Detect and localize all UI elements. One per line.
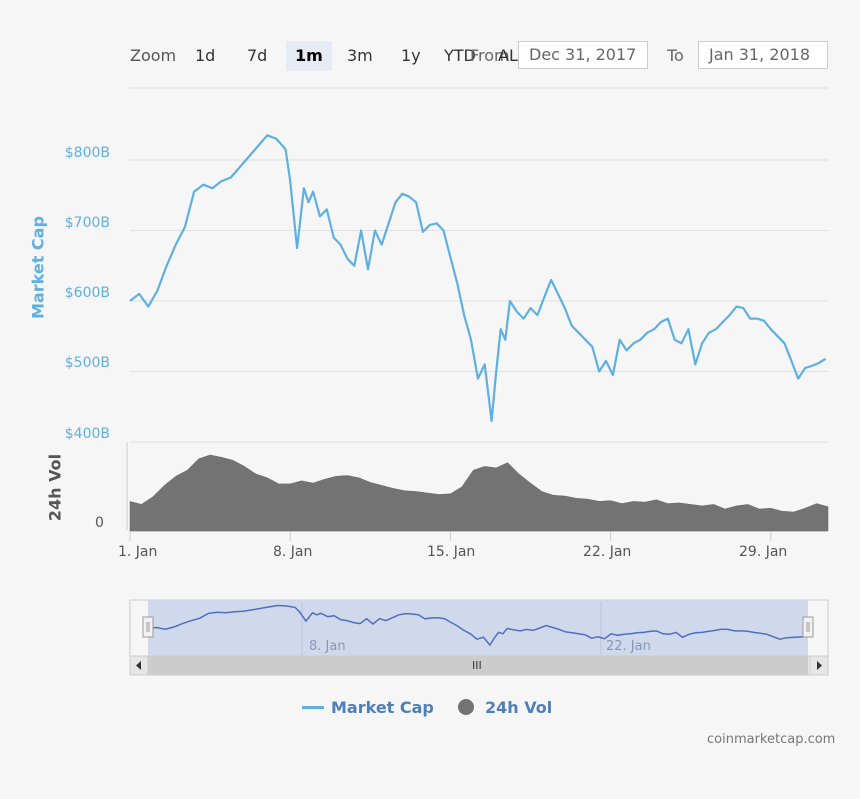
navigator-label: 8. Jan [309,639,346,654]
circle-icon [458,699,474,715]
arrow-left-icon [136,661,141,670]
market-cap-line [129,134,827,422]
navigator-left-handle [142,616,154,638]
zoom-1y-button[interactable]: 1y [401,46,421,65]
to-label: To [667,46,684,65]
navigator[interactable]: 8. Jan 22. Jan III [0,590,860,690]
xtick-label: 15. Jan [427,544,476,560]
zoom-7d-button[interactable]: 7d [247,46,268,65]
xtick-label: 1. Jan [118,544,158,560]
xtick-label: 22. Jan [583,544,632,560]
navigator-right-handle [802,616,814,638]
legend-market-cap[interactable]: Market Cap [331,698,434,717]
navigator-scrollbar-thumb [148,656,808,675]
ytick-label: $800B [64,145,110,161]
zoom-label: Zoom [130,46,177,65]
legend-24h-vol[interactable]: 24h Vol [485,698,553,717]
volume-zero-label: 0 [95,515,104,531]
market-chart[interactable] [0,0,860,600]
to-date-input[interactable]: Jan 31, 2018 [698,41,828,69]
volume-area [129,454,829,532]
navigator-label: 22. Jan [606,639,651,654]
ytick-label: $400B [64,426,110,442]
ytick-label: $600B [64,285,110,301]
ytick-label: $500B [64,355,110,371]
zoom-3m-button[interactable]: 3m [347,46,373,65]
from-label: From [470,46,510,65]
credit-link[interactable]: coinmarketcap.com [707,732,836,747]
scrollbar-grip-icon: III [472,659,482,672]
ytick-label: $700B [64,215,110,231]
zoom-1m-button[interactable]: 1m [286,41,332,71]
arrow-right-icon [817,661,822,670]
navigator-line [147,604,806,647]
line-icon [302,706,324,709]
navigator-selection [148,600,808,656]
zoom-ytd-button[interactable]: YTD [444,46,476,65]
zoom-1d-button[interactable]: 1d [195,46,216,65]
xtick-label: 8. Jan [273,544,313,560]
from-date-input[interactable]: Dec 31, 2017 [518,41,648,69]
xtick-label: 29. Jan [739,544,788,560]
